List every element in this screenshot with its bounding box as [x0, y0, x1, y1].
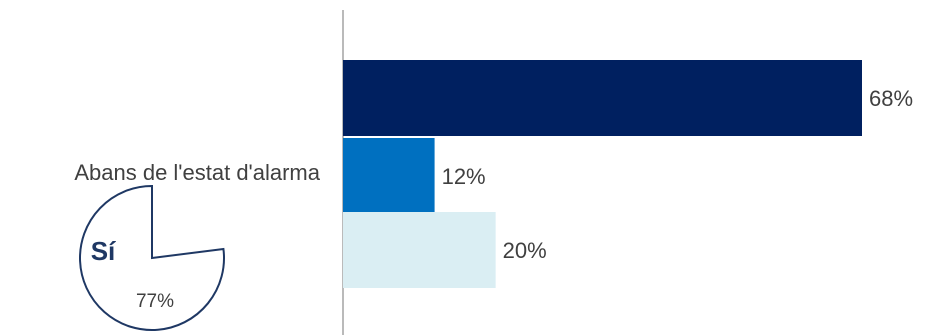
bar-value-label-3: 20% [503, 238, 547, 263]
pie-badge-label: Sí [91, 236, 116, 266]
bar-value-label-2: 12% [442, 164, 486, 189]
bar-2 [343, 138, 435, 214]
bar-value-label-1: 68% [869, 86, 913, 111]
bar-group: 68% 12% 20% [343, 60, 913, 288]
si-pie-badge: Sí 77% [79, 184, 225, 331]
pie-badge-value: 77% [136, 291, 174, 312]
category-label: Abans de l'estat d'alarma [74, 160, 320, 185]
bar-3 [343, 212, 496, 288]
pie-badge-shape [79, 184, 225, 331]
bar-1 [343, 60, 862, 136]
